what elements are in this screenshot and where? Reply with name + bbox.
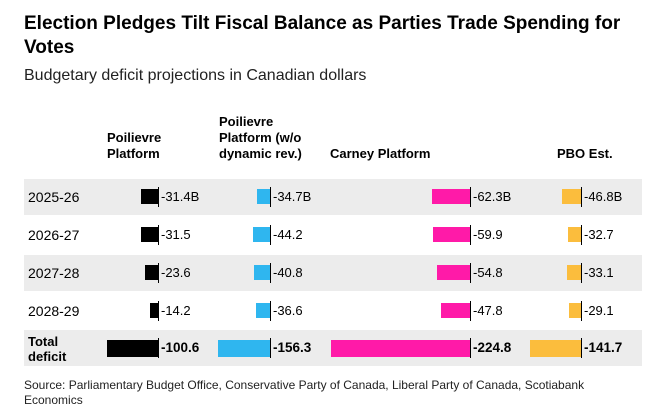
value-label: -32.7 [584, 227, 614, 242]
value-label: -23.6 [161, 265, 191, 280]
row-label: 2028-29 [28, 303, 80, 319]
bar-2 [256, 189, 270, 204]
zero-line [158, 338, 159, 358]
chart-subtitle: Budgetary deficit projections in Canadia… [24, 67, 367, 84]
bar-1 [140, 227, 158, 242]
bar-3 [431, 189, 470, 204]
row-band [24, 255, 642, 291]
row-band [24, 179, 642, 215]
bar-1 [140, 189, 158, 204]
bar-4 [567, 265, 581, 280]
value-label: -33.1 [584, 265, 614, 280]
zero-line [581, 187, 582, 207]
zero-line [581, 301, 582, 321]
zero-line [158, 225, 159, 245]
source-note: Source: Parliamentary Budget Office, Con… [24, 378, 585, 407]
value-label: -46.8B [584, 189, 623, 204]
value-label: -141.7 [584, 340, 623, 355]
row-label: 2026-27 [28, 227, 80, 243]
row-label: 2027-28 [28, 265, 80, 281]
bar-1 [150, 303, 158, 318]
zero-line [270, 225, 271, 245]
column-header-4: PBO Est. [557, 146, 613, 161]
bar-2 [218, 340, 270, 357]
zero-line [158, 263, 159, 283]
bar-3 [433, 227, 470, 242]
bar-2 [253, 227, 270, 242]
value-label: -62.3B [473, 189, 512, 204]
zero-line [270, 338, 271, 358]
bar-4 [561, 189, 581, 204]
zero-line [470, 225, 471, 245]
value-label: -44.2 [273, 227, 303, 242]
zero-line [158, 301, 159, 321]
value-label: -36.6 [273, 303, 303, 318]
bar-3 [440, 303, 470, 318]
zero-line [270, 263, 271, 283]
column-header-2: Poilievre Platform (w/o dynamic rev.) [219, 114, 302, 161]
value-label: -47.8 [473, 303, 503, 318]
value-label: -156.3 [273, 340, 312, 355]
value-label: -34.7B [273, 189, 312, 204]
bar-2 [256, 303, 270, 318]
value-label: -54.8 [473, 265, 503, 280]
value-label: -31.4B [161, 189, 200, 204]
row-label: 2025-26 [28, 189, 80, 205]
bar-3 [330, 340, 470, 357]
zero-line [470, 338, 471, 358]
zero-line [270, 187, 271, 207]
bar-3 [436, 265, 470, 280]
chart-title: Election Pledges Tilt Fiscal Balance as … [24, 13, 621, 58]
zero-line [470, 187, 471, 207]
bar-4 [569, 303, 581, 318]
bar-4 [567, 227, 581, 242]
column-header-1: Poilievre Platform [107, 130, 162, 161]
column-header-3: Carney Platform [330, 146, 431, 161]
row-label: Total deficit [28, 334, 67, 364]
zero-line [470, 263, 471, 283]
zero-line [581, 263, 582, 283]
zero-line [581, 225, 582, 245]
zero-line [270, 301, 271, 321]
bar-4 [529, 340, 581, 357]
value-label: -224.8 [473, 340, 512, 355]
bar-1 [106, 340, 158, 357]
bar-1 [145, 265, 158, 280]
value-label: -31.5 [161, 227, 191, 242]
value-label: -59.9 [473, 227, 503, 242]
zero-line [581, 338, 582, 358]
value-label: -29.1 [584, 303, 614, 318]
value-label: -100.6 [161, 340, 200, 355]
zero-line [158, 187, 159, 207]
bar-2 [254, 265, 270, 280]
value-label: -14.2 [161, 303, 191, 318]
value-label: -40.8 [273, 265, 303, 280]
zero-line [470, 301, 471, 321]
